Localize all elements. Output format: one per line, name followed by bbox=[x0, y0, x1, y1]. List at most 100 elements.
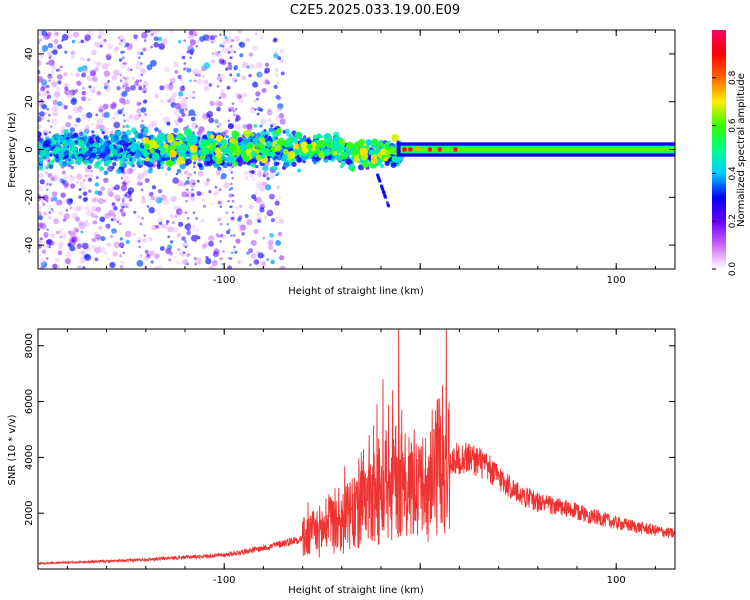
spectrogram-cell bbox=[115, 168, 122, 175]
spectrogram-cell bbox=[47, 159, 51, 163]
spectrogram-cell bbox=[197, 170, 204, 177]
spectrogram-cell bbox=[160, 160, 165, 165]
spectrogram-cell bbox=[173, 256, 177, 259]
spectrogram-cell bbox=[229, 62, 232, 65]
spectrogram-cell bbox=[352, 150, 359, 156]
spectrogram-cell bbox=[136, 108, 142, 114]
spectrogram-cell bbox=[161, 194, 167, 201]
spectrogram-cell bbox=[108, 187, 113, 192]
spectrogram-cell bbox=[216, 75, 222, 81]
spectrogram-cell bbox=[59, 152, 65, 158]
spectrogram-cell bbox=[58, 241, 64, 248]
spectrogram-cell bbox=[194, 73, 198, 77]
spectrogram-cell bbox=[65, 139, 72, 146]
spectrogram-cell bbox=[122, 125, 126, 128]
spectrogram-cell bbox=[86, 112, 93, 119]
spectrogram-cell bbox=[83, 128, 90, 134]
spectrogram-cell bbox=[153, 41, 160, 48]
spectrogram-cell bbox=[176, 168, 182, 174]
spectrogram-cell bbox=[277, 137, 285, 146]
spectrogram-cell bbox=[276, 95, 281, 100]
spectrogram-cell bbox=[214, 34, 218, 38]
spectrogram-cell bbox=[163, 83, 169, 89]
spectrogram-cell bbox=[262, 181, 267, 187]
spectrogram-cell bbox=[112, 230, 117, 235]
spectrogram-cell bbox=[225, 135, 229, 139]
spectrogram-cell bbox=[180, 102, 188, 110]
spectrogram-cell bbox=[82, 178, 86, 182]
spectrogram-cell bbox=[86, 75, 93, 82]
spectrogram-cell bbox=[230, 171, 234, 174]
spectrogram-cell bbox=[150, 32, 154, 37]
spectrogram-cell bbox=[391, 133, 400, 142]
spectrogram-cell bbox=[45, 239, 49, 243]
spectrogram-cell bbox=[70, 166, 74, 170]
spectrogram-cell bbox=[186, 262, 189, 266]
spectrogram-cell bbox=[133, 232, 136, 236]
spectrogram-cell bbox=[67, 242, 72, 247]
spectrogram-cell bbox=[111, 165, 115, 170]
spectrogram-cell bbox=[187, 113, 191, 117]
spectrogram-cell bbox=[44, 139, 51, 146]
spectrogram-cell bbox=[185, 188, 189, 191]
spectrogram-cell bbox=[150, 120, 158, 128]
spectrogram-cell bbox=[125, 205, 129, 209]
spectrogram-cell bbox=[50, 81, 58, 88]
spectrogram-cell bbox=[264, 67, 271, 74]
spectrogram-cell bbox=[291, 161, 297, 167]
spectrogram-cell bbox=[63, 174, 69, 180]
spectrogram-cell bbox=[218, 58, 225, 65]
spectrogram-cell bbox=[275, 239, 282, 246]
spectrogram-cell bbox=[48, 44, 52, 48]
spectrogram-cell bbox=[277, 103, 284, 110]
spectrogram-cell bbox=[110, 157, 114, 161]
spectrogram-cell bbox=[76, 106, 84, 113]
spectrogram-frame bbox=[37, 29, 676, 270]
colorbar-tick-label: 0.4 bbox=[728, 166, 738, 181]
spectrogram-cell bbox=[59, 235, 63, 239]
spectrogram-cell bbox=[76, 243, 82, 250]
spectrogram-cell bbox=[189, 56, 192, 60]
spectrogram-cell bbox=[42, 92, 47, 97]
spectrogram-cell bbox=[51, 118, 58, 125]
spectrogram-cell bbox=[61, 227, 64, 231]
spectrogram-cell bbox=[234, 79, 238, 82]
spectrogram-cell bbox=[57, 80, 62, 85]
spectrogram-cell bbox=[169, 214, 174, 219]
spectrogram-cell bbox=[48, 73, 51, 77]
spectrogram-cell bbox=[221, 46, 228, 54]
spectrogram-cell bbox=[116, 220, 120, 224]
spectrogram-cell bbox=[45, 188, 49, 191]
spectrogram-cell bbox=[125, 124, 130, 129]
spectrogram-cell bbox=[251, 170, 255, 174]
spectrogram-cell bbox=[120, 260, 124, 264]
spectrogram-cell bbox=[172, 177, 179, 184]
spectrogram-cell bbox=[60, 126, 66, 131]
spectrogram-cell bbox=[113, 206, 118, 211]
spectrogram-cell bbox=[173, 127, 179, 134]
spectrogram-cell bbox=[229, 44, 233, 48]
spectrogram-cell bbox=[47, 42, 54, 49]
spectrogram-cell bbox=[58, 210, 64, 216]
spectrogram-cell bbox=[244, 175, 249, 180]
spectrogram-cell bbox=[70, 98, 77, 105]
spectrogram-cell bbox=[52, 49, 58, 55]
spectrogram-cell bbox=[217, 101, 223, 107]
spectrogram-cell bbox=[52, 196, 58, 202]
spectrogram-cell bbox=[218, 123, 222, 126]
spectrogram-cell bbox=[124, 118, 130, 123]
y-tick-label: 8000 bbox=[24, 333, 35, 358]
spectrogram-cell bbox=[324, 133, 329, 139]
spectrogram-cell bbox=[67, 160, 72, 165]
spectrogram-cell bbox=[144, 156, 150, 162]
spectrogram-cell bbox=[185, 96, 189, 100]
spectrogram-cell bbox=[234, 35, 241, 42]
spectrogram-cell bbox=[94, 247, 101, 254]
spectrogram-cell bbox=[365, 139, 372, 146]
spectrogram-cell bbox=[128, 115, 133, 120]
spectrogram-cell bbox=[179, 162, 187, 170]
spectrogram-cell bbox=[276, 171, 280, 176]
spectrogram-cell bbox=[371, 138, 379, 146]
spectrogram-cell bbox=[51, 191, 58, 197]
spectrogram-cell bbox=[245, 148, 252, 155]
